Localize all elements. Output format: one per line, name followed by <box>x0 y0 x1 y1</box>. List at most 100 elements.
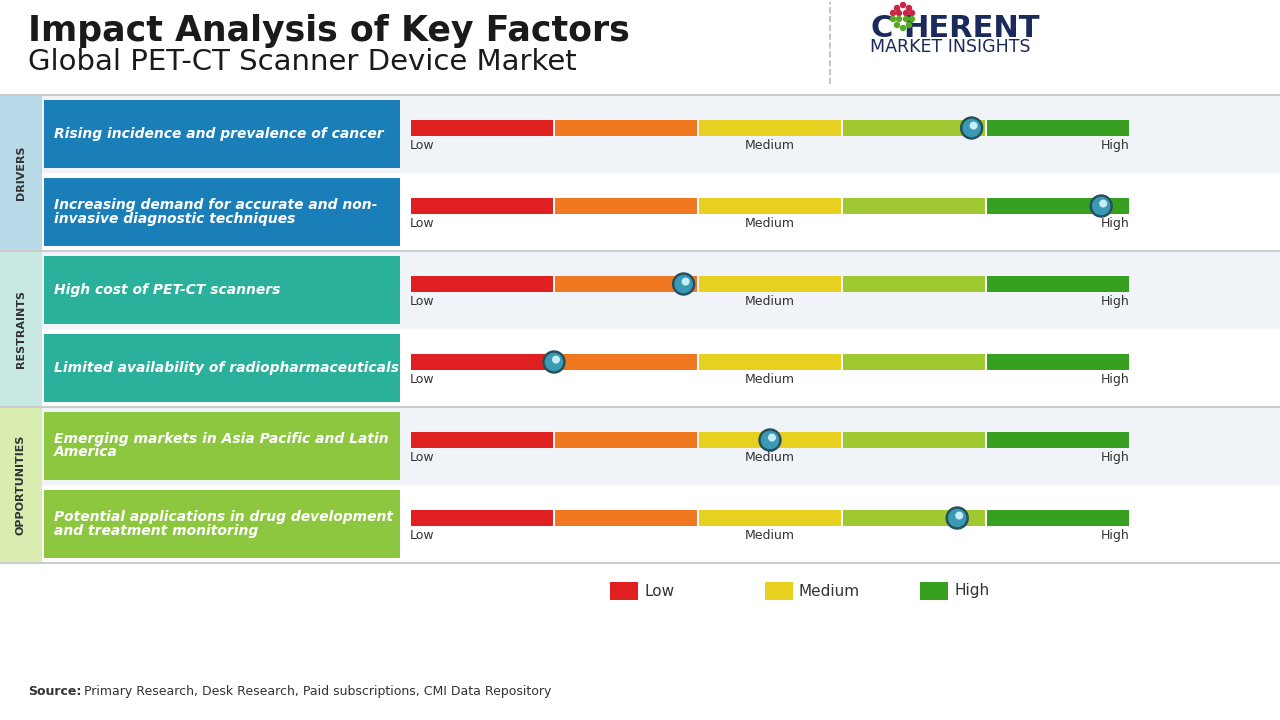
Text: Primary Research, Desk Research, Paid subscriptions, CMI Data Repository: Primary Research, Desk Research, Paid su… <box>79 685 552 698</box>
Text: Medium: Medium <box>745 529 795 542</box>
Text: Low: Low <box>410 217 435 230</box>
Text: Limited availability of radiopharmaceuticals: Limited availability of radiopharmaceuti… <box>54 361 399 375</box>
FancyBboxPatch shape <box>987 198 1129 214</box>
Text: Medium: Medium <box>745 217 795 230</box>
FancyBboxPatch shape <box>44 490 399 558</box>
Circle shape <box>896 11 901 16</box>
Text: Medium: Medium <box>745 295 795 308</box>
FancyBboxPatch shape <box>987 432 1129 448</box>
FancyBboxPatch shape <box>699 432 841 448</box>
FancyBboxPatch shape <box>556 198 698 214</box>
Circle shape <box>1100 200 1106 207</box>
Text: HERENT: HERENT <box>902 14 1039 43</box>
Circle shape <box>759 429 781 451</box>
FancyBboxPatch shape <box>699 354 841 370</box>
Circle shape <box>901 2 905 7</box>
Circle shape <box>963 120 980 137</box>
FancyBboxPatch shape <box>411 120 553 136</box>
Text: High: High <box>1101 217 1130 230</box>
Text: High: High <box>1101 373 1130 386</box>
FancyBboxPatch shape <box>411 276 553 292</box>
FancyBboxPatch shape <box>411 432 553 448</box>
Circle shape <box>543 351 564 373</box>
Text: Global PET-CT Scanner Device Market: Global PET-CT Scanner Device Market <box>28 48 577 76</box>
Text: Low: Low <box>410 139 435 152</box>
FancyBboxPatch shape <box>42 95 1280 173</box>
Circle shape <box>896 17 901 22</box>
Text: Source:: Source: <box>28 685 82 698</box>
FancyBboxPatch shape <box>844 198 986 214</box>
FancyBboxPatch shape <box>699 198 841 214</box>
Text: Potential applications in drug development: Potential applications in drug developme… <box>54 510 393 524</box>
Text: OPPORTUNITIES: OPPORTUNITIES <box>15 435 26 535</box>
Circle shape <box>891 11 896 16</box>
Text: Medium: Medium <box>745 373 795 386</box>
Text: C: C <box>870 14 892 43</box>
Circle shape <box>906 6 911 11</box>
FancyBboxPatch shape <box>844 432 986 448</box>
Circle shape <box>910 11 914 16</box>
Text: Low: Low <box>410 451 435 464</box>
FancyBboxPatch shape <box>844 276 986 292</box>
Text: Low: Low <box>410 529 435 542</box>
FancyBboxPatch shape <box>699 510 841 526</box>
Circle shape <box>769 434 776 441</box>
FancyBboxPatch shape <box>0 407 42 563</box>
Circle shape <box>906 22 911 27</box>
FancyBboxPatch shape <box>42 173 1280 251</box>
FancyBboxPatch shape <box>556 432 698 448</box>
Circle shape <box>901 25 905 30</box>
FancyBboxPatch shape <box>42 407 1280 485</box>
Text: and treatment monitoring: and treatment monitoring <box>54 523 259 538</box>
Circle shape <box>545 354 563 371</box>
Text: Increasing demand for accurate and non-: Increasing demand for accurate and non- <box>54 199 378 212</box>
Circle shape <box>672 273 695 295</box>
FancyBboxPatch shape <box>556 510 698 526</box>
Text: Low: Low <box>410 373 435 386</box>
Text: Medium: Medium <box>745 451 795 464</box>
Circle shape <box>553 356 559 363</box>
Text: High: High <box>1101 295 1130 308</box>
Circle shape <box>895 22 900 27</box>
FancyBboxPatch shape <box>987 120 1129 136</box>
FancyBboxPatch shape <box>556 120 698 136</box>
FancyBboxPatch shape <box>44 256 399 324</box>
Text: Low: Low <box>644 583 675 598</box>
FancyBboxPatch shape <box>765 582 794 600</box>
Text: DRIVERS: DRIVERS <box>15 145 26 200</box>
Circle shape <box>675 276 692 292</box>
Text: Medium: Medium <box>799 583 860 598</box>
Text: America: America <box>54 446 118 459</box>
Text: High: High <box>1101 139 1130 152</box>
Circle shape <box>895 6 900 11</box>
Circle shape <box>910 17 914 22</box>
Text: Impact Analysis of Key Factors: Impact Analysis of Key Factors <box>28 14 630 48</box>
Text: High cost of PET-CT scanners: High cost of PET-CT scanners <box>54 283 280 297</box>
FancyBboxPatch shape <box>699 276 841 292</box>
Circle shape <box>1091 195 1112 217</box>
Text: Medium: Medium <box>745 139 795 152</box>
FancyBboxPatch shape <box>44 100 399 168</box>
Circle shape <box>956 513 963 519</box>
FancyBboxPatch shape <box>44 334 399 402</box>
Text: High: High <box>1101 529 1130 542</box>
FancyBboxPatch shape <box>844 354 986 370</box>
Text: RESTRAINTS: RESTRAINTS <box>15 290 26 368</box>
FancyBboxPatch shape <box>42 329 1280 407</box>
Text: invasive diagnostic techniques: invasive diagnostic techniques <box>54 212 296 225</box>
Circle shape <box>904 17 909 22</box>
Circle shape <box>946 507 968 529</box>
Text: High: High <box>1101 451 1130 464</box>
Text: Emerging markets in Asia Pacific and Latin: Emerging markets in Asia Pacific and Lat… <box>54 433 389 446</box>
FancyBboxPatch shape <box>411 354 553 370</box>
FancyBboxPatch shape <box>411 510 553 526</box>
FancyBboxPatch shape <box>987 276 1129 292</box>
FancyBboxPatch shape <box>844 120 986 136</box>
Text: Low: Low <box>410 295 435 308</box>
Circle shape <box>960 117 983 139</box>
Circle shape <box>1093 197 1110 215</box>
Circle shape <box>948 510 966 526</box>
FancyBboxPatch shape <box>699 120 841 136</box>
Circle shape <box>762 431 778 449</box>
Text: Rising incidence and prevalence of cancer: Rising incidence and prevalence of cance… <box>54 127 384 141</box>
